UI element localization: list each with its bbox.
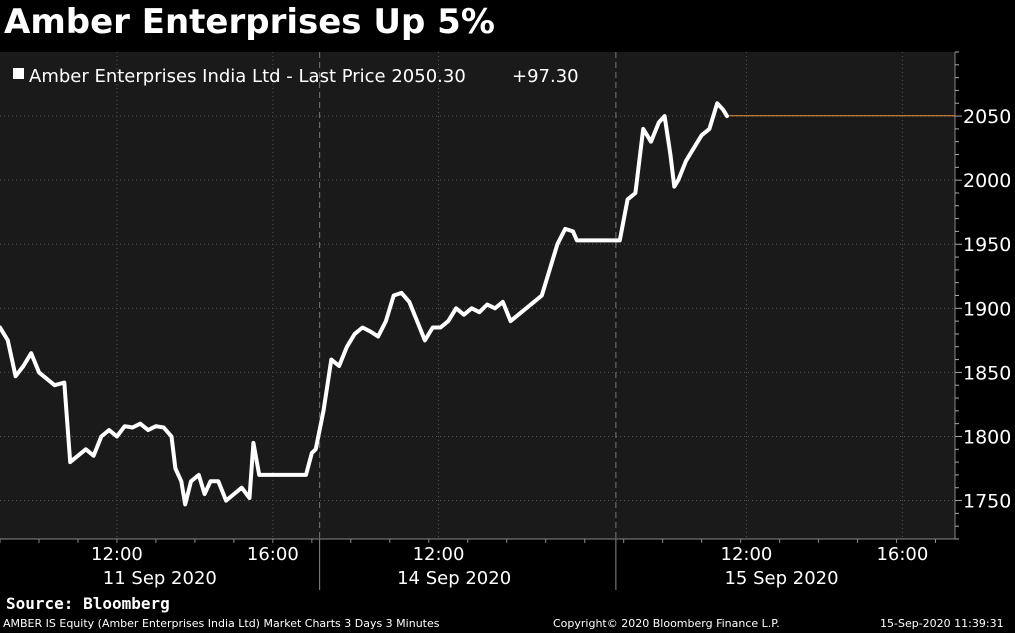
x-date-label: 15 Sep 2020 bbox=[724, 568, 838, 589]
x-axis: 12:00 16:00 12:00 12:00 16:00 11 Sep 2020 14 S… bbox=[0, 538, 955, 589]
legend-label: Amber Enterprises India Ltd - Last Price… bbox=[29, 66, 466, 87]
x-tick-label: 12:00 bbox=[91, 544, 143, 565]
legend-swatch bbox=[13, 68, 24, 79]
y-tick-label: 1950 bbox=[963, 234, 1011, 256]
footer-timestamp: 15-Sep-2020 11:39:31 bbox=[880, 617, 1004, 630]
x-date-label: 11 Sep 2020 bbox=[103, 568, 217, 589]
y-tick-label: 1850 bbox=[963, 362, 1011, 384]
y-tick-label: 2000 bbox=[963, 170, 1011, 192]
day-separators bbox=[319, 52, 617, 590]
footer: AMBER IS Equity (Amber Enterprises India… bbox=[0, 614, 1015, 633]
x-date-label: 14 Sep 2020 bbox=[397, 568, 511, 589]
x-tick-label: 12:00 bbox=[721, 544, 773, 565]
footer-copyright: Copyright© 2020 Bloomberg Finance L.P. bbox=[553, 617, 780, 630]
x-tick-label: 16:00 bbox=[247, 544, 299, 565]
plot-area bbox=[0, 52, 955, 539]
source-note: Source: Bloomberg bbox=[6, 594, 170, 613]
chart-title: Amber Enterprises Up 5% bbox=[4, 2, 495, 42]
y-tick-label: 1900 bbox=[963, 298, 1011, 320]
y-tick-label: 1800 bbox=[963, 426, 1011, 448]
x-tick-label: 16:00 bbox=[876, 544, 928, 565]
series-line-amber-enterprises bbox=[0, 101, 729, 507]
legend-change: +97.30 bbox=[512, 66, 579, 87]
y-axis: 1750 1800 1850 1900 1950 2000 2050 bbox=[954, 51, 1011, 540]
y-tick-label: 1750 bbox=[963, 491, 1011, 513]
x-tick-label: 12:00 bbox=[413, 544, 465, 565]
legend: Amber Enterprises India Ltd - Last Price… bbox=[13, 66, 579, 87]
footer-ticker-info: AMBER IS Equity (Amber Enterprises India… bbox=[3, 617, 440, 630]
y-tick-label: 2050 bbox=[963, 106, 1011, 128]
